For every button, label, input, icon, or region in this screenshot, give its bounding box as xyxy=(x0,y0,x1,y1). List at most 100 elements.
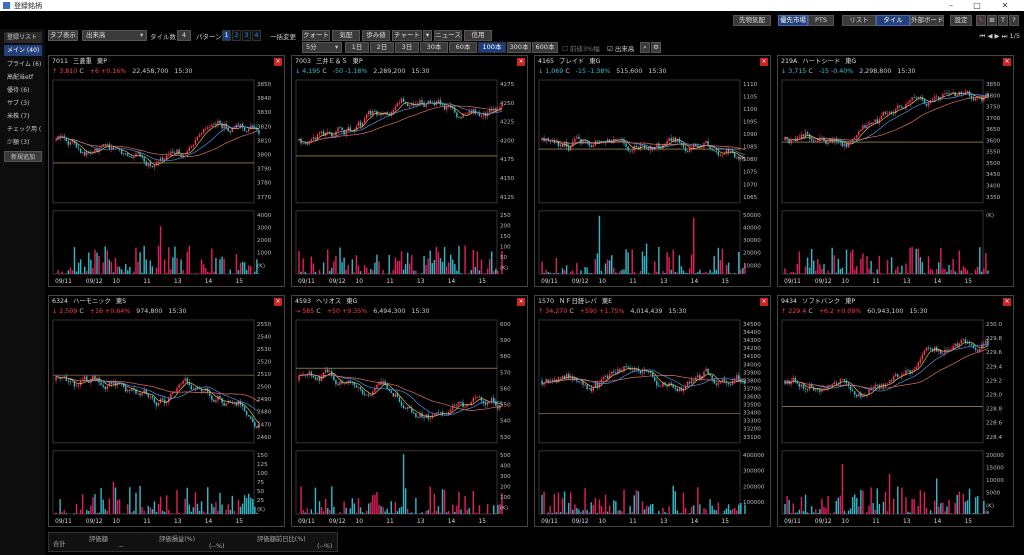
tiles-input[interactable]: 4 xyxy=(177,30,191,41)
volume-bar xyxy=(784,503,786,514)
tile-close-icon[interactable]: × xyxy=(760,58,768,66)
tile-close-icon[interactable]: × xyxy=(1003,58,1011,66)
candle-body xyxy=(219,120,221,124)
minimize-button[interactable]: – xyxy=(949,1,953,10)
close-button[interactable]: ✕ xyxy=(1001,1,1009,10)
chart-tile[interactable]: 1570 ＮＦ日経レバ 東E × ↑ 34,270 C +590 +1.75% 4,014,43… xyxy=(534,295,771,527)
maximize-button[interactable]: □ xyxy=(973,1,981,10)
range-600-button[interactable]: 600本 xyxy=(532,42,558,53)
sakimono-kehai-button[interactable]: 先物気配 xyxy=(733,15,771,26)
tile-close-icon[interactable]: × xyxy=(517,298,525,306)
candle-body xyxy=(819,137,821,141)
candle-body xyxy=(96,148,98,153)
candlestick-chart[interactable]: 3450034400343003420034100340003390033800… xyxy=(535,318,770,526)
candlestick-chart[interactable]: 3850380037503700365036003550350034503400… xyxy=(778,78,1013,286)
candle-body xyxy=(725,148,728,153)
candle-body xyxy=(429,100,431,103)
sidebar-item-yutai[interactable]: 優待 (6) xyxy=(7,87,30,94)
zoom-icon[interactable]: ⌕ xyxy=(640,42,650,53)
zenkijun-checkbox[interactable]: ☐ 前値3%幅 xyxy=(562,45,600,53)
chart-dropdown-icon[interactable]: ▾ xyxy=(423,30,432,41)
bunagashi-button[interactable]: 歩み値 xyxy=(362,30,390,41)
chart-tile[interactable]: 9434 ソフトバンク 東P × ↑ 229.4 C +6.2 +0.09% 60,943,10… xyxy=(777,295,1014,527)
chart-tile[interactable]: 4165 プレイド 東G × ↓ 1,069 C -15 -1.38% 515,600 15:30… xyxy=(534,55,771,287)
range-60-button[interactable]: 60本 xyxy=(449,42,477,53)
range-3d-button[interactable]: 3日 xyxy=(395,42,419,53)
pattern-1-button[interactable]: 1 xyxy=(222,30,231,41)
quote-button[interactable]: クォート xyxy=(302,30,330,41)
candle-body xyxy=(217,120,219,126)
chart-tile[interactable]: 6324 ハーモニック 東S × ↓ 2,509 C +16 +0.64% 974,800 15:… xyxy=(48,295,285,527)
candlestick-chart[interactable]: 1110110511001095109010851080107510701065… xyxy=(535,78,770,286)
volume-bar xyxy=(229,509,231,514)
range-1d-button[interactable]: 1日 xyxy=(345,42,369,53)
volume-bar xyxy=(690,506,693,514)
candlestick-chart[interactable]: 3850384038303820381038003790378037704000… xyxy=(49,78,284,286)
chart-tile[interactable]: 7003 三井Ｅ＆Ｓ 東P × ↓ 4,195 C -50 -1.18% 2,289,200 15… xyxy=(291,55,528,287)
candle-body xyxy=(474,397,477,399)
pattern-2-button[interactable]: 2 xyxy=(232,30,241,41)
volume-bar xyxy=(159,496,162,514)
tile-view-button[interactable]: タイル xyxy=(876,15,910,26)
range-300-button[interactable]: 300本 xyxy=(507,42,531,53)
prev-page-icon[interactable]: ◀ xyxy=(987,32,993,40)
pattern-4-button[interactable]: 4 xyxy=(252,30,261,41)
sidebar-item-prime[interactable]: プライム (6) xyxy=(7,61,42,68)
chart-tile[interactable]: 4593 ヘリオス 東G × → 585 C +50 +9.35% 6,494,300 15:30… xyxy=(291,295,528,527)
volume-bar xyxy=(404,488,407,514)
volume-bar xyxy=(441,489,444,514)
tile-close-icon[interactable]: × xyxy=(517,58,525,66)
tile-close-icon[interactable]: × xyxy=(274,298,282,306)
pts-button[interactable]: PTS xyxy=(808,15,834,26)
candlestick-chart[interactable]: 4275425042254200417541504125250200150100… xyxy=(292,78,527,286)
tab-display-button[interactable]: タブ表示 xyxy=(48,30,78,41)
kehai-button[interactable]: 気配 xyxy=(332,30,360,41)
settings-button[interactable]: 設定 xyxy=(950,15,972,26)
sidebar-item-shogaku[interactable]: 少額 (3) xyxy=(7,139,30,146)
chart-tile[interactable]: 219A ハートシード 東G × ↓ 3,715 C -15 -0.40% 2,298,800 1… xyxy=(777,55,1014,287)
external-board-button[interactable]: 外部ボード xyxy=(910,15,944,26)
add-list-button[interactable]: 新規追加 xyxy=(4,151,42,162)
chart-tile[interactable]: 7011 三菱重 東P × ↑ 3,810 C +6 +0.16% 22,458,700 15:3… xyxy=(48,55,285,287)
candle-body xyxy=(654,377,656,381)
volume-bar xyxy=(576,262,578,274)
tile-close-icon[interactable]: × xyxy=(1003,298,1011,306)
sidebar-item-main[interactable]: メイン (40) xyxy=(4,45,42,56)
tile-close-icon[interactable]: × xyxy=(274,58,282,66)
range-2d-button[interactable]: 2日 xyxy=(370,42,394,53)
candle-body xyxy=(578,381,580,383)
interval-select[interactable]: 5分 xyxy=(302,42,342,53)
tile-close-icon[interactable]: × xyxy=(760,298,768,306)
last-page-icon[interactable]: ⏭ xyxy=(1001,32,1008,40)
news-button[interactable]: ニュース xyxy=(434,30,462,41)
sort-select[interactable]: 出来高 xyxy=(82,30,147,41)
candlestick-chart[interactable]: 2550254025302520251025002490248024702460… xyxy=(49,318,284,526)
range-100-button[interactable]: 100本 xyxy=(478,42,506,53)
volume-bar xyxy=(84,266,86,274)
shinyo-button[interactable]: 信用 xyxy=(464,30,492,41)
sidebar-item-high-dividend[interactable]: 高配当etf xyxy=(7,74,34,81)
pen-icon[interactable]: ✎ xyxy=(976,15,986,26)
volume-bar xyxy=(409,263,411,274)
candlestick-chart[interactable]: 600590580570560550540530500400300200100(… xyxy=(292,318,527,526)
sidebar-item-check[interactable]: チェック用 ( xyxy=(7,126,42,133)
pattern-3-button[interactable]: 3 xyxy=(242,30,251,41)
range-30-button[interactable]: 30本 xyxy=(420,42,448,53)
text-icon[interactable]: T xyxy=(998,15,1008,26)
help-icon[interactable]: ? xyxy=(1009,15,1019,26)
settings-gear-icon[interactable]: ⚙ xyxy=(651,42,661,53)
volume-bar xyxy=(441,262,444,274)
candle-body xyxy=(907,102,909,104)
list-view-button[interactable]: リスト xyxy=(842,15,876,26)
candlestick-chart[interactable]: 230.0229.8229.6229.4229.2229.0228.8228.6… xyxy=(778,318,1013,526)
next-page-icon[interactable]: ▶ xyxy=(994,32,1000,40)
sidebar-item-us[interactable]: 米株 (7) xyxy=(7,113,30,120)
dekidaka-checkbox[interactable]: ☑ 出来高 xyxy=(607,45,635,53)
sidebar-item-sub[interactable]: サブ (3) xyxy=(7,100,30,107)
first-page-icon[interactable]: ⏮ xyxy=(979,32,986,40)
date-tick-label: 09/11 xyxy=(784,279,801,285)
yusen-shijo-button[interactable]: 優先市場 xyxy=(778,15,808,26)
volume-bar xyxy=(927,256,930,274)
expand-icon[interactable]: ⊞ xyxy=(987,15,997,26)
chart-button[interactable]: チャート xyxy=(392,30,422,41)
